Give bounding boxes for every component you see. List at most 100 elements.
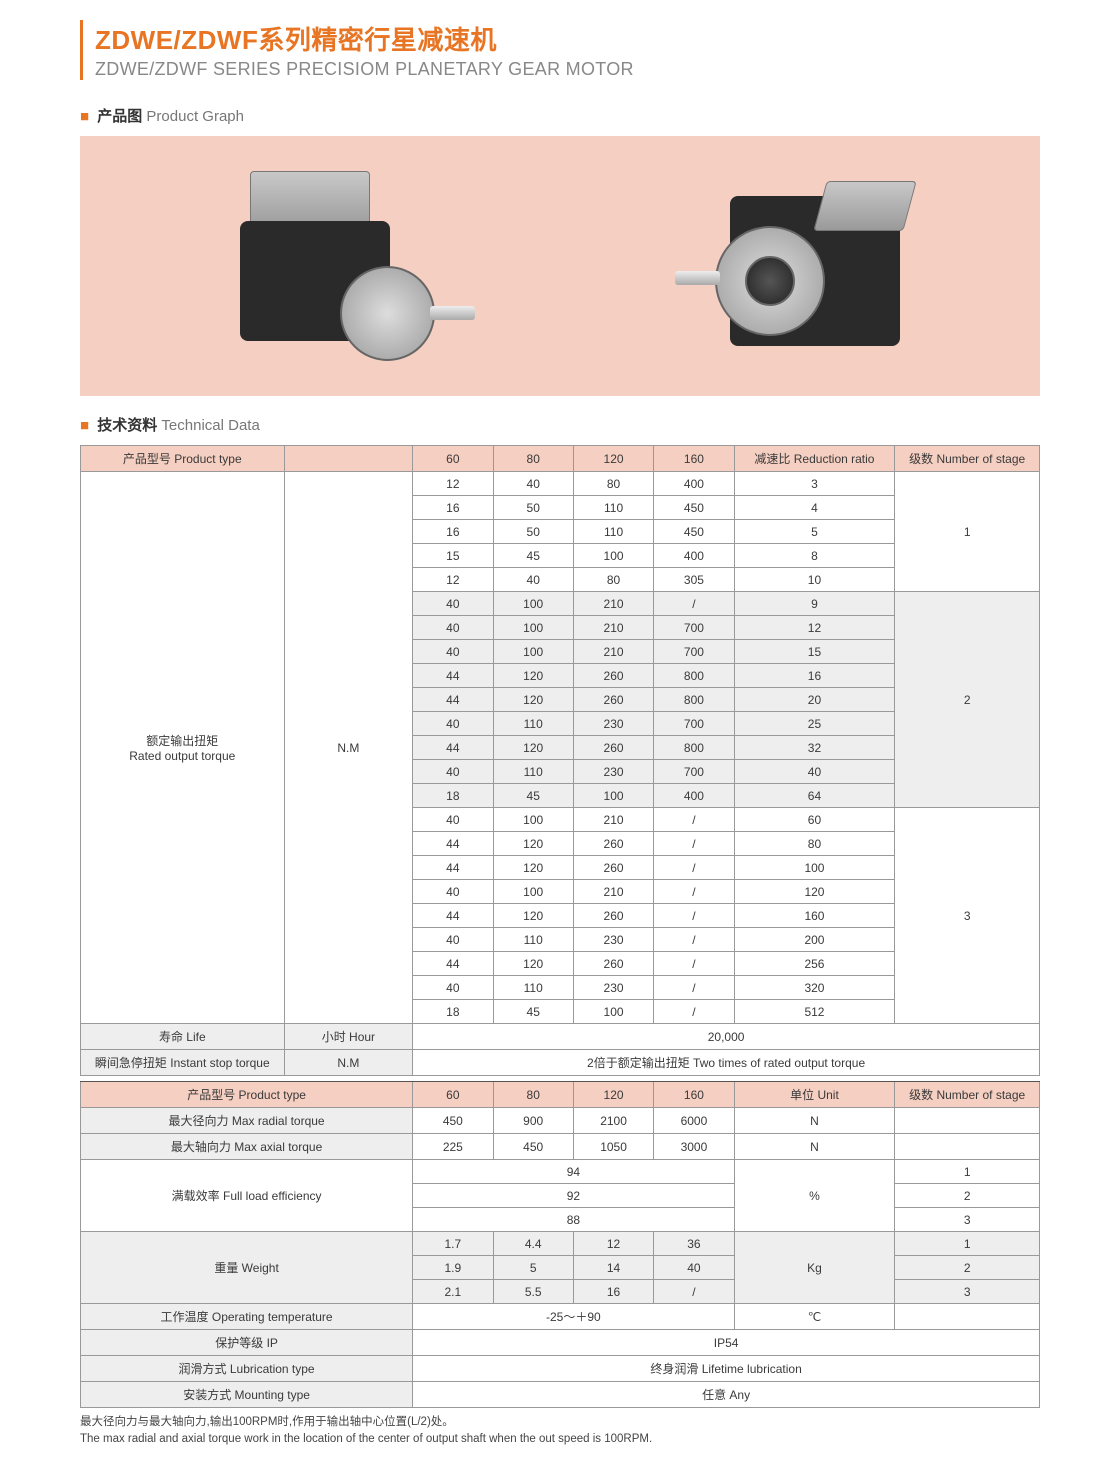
cell: 减速比 Reduction ratio bbox=[734, 446, 895, 472]
cell: 305 bbox=[654, 568, 734, 592]
stage-cell: 1 bbox=[895, 472, 1040, 592]
cell: / bbox=[654, 952, 734, 976]
cell: 44 bbox=[413, 736, 493, 760]
cell: 40 bbox=[413, 592, 493, 616]
cell: 1.7 bbox=[413, 1232, 493, 1256]
cell: 260 bbox=[573, 664, 653, 688]
cell: 80 bbox=[573, 472, 653, 496]
cell: IP54 bbox=[413, 1330, 1040, 1356]
cell: 120 bbox=[493, 664, 573, 688]
cell: 260 bbox=[573, 736, 653, 760]
cell: 50 bbox=[493, 496, 573, 520]
cell: Kg bbox=[734, 1232, 895, 1304]
cell: 40 bbox=[413, 640, 493, 664]
cell: 单位 Unit bbox=[734, 1082, 895, 1108]
cell: 60 bbox=[413, 446, 493, 472]
cell: / bbox=[654, 928, 734, 952]
cell: % bbox=[734, 1160, 895, 1232]
cell: 安装方式 Mounting type bbox=[81, 1382, 413, 1408]
cell: 4 bbox=[734, 496, 895, 520]
cell: 36 bbox=[654, 1232, 734, 1256]
cell: 100 bbox=[493, 808, 573, 832]
cell bbox=[895, 1304, 1040, 1330]
cell: 320 bbox=[734, 976, 895, 1000]
cell: 1050 bbox=[573, 1134, 653, 1160]
cell: 瞬间急停扭矩 Instant stop torque bbox=[81, 1050, 285, 1076]
cell: 32 bbox=[734, 736, 895, 760]
cell: 8 bbox=[734, 544, 895, 568]
stage-cell: 3 bbox=[895, 808, 1040, 1024]
cell: 120 bbox=[493, 736, 573, 760]
rated-output-torque-label: 额定输出扭矩Rated output torque bbox=[81, 472, 285, 1024]
cell: 3 bbox=[895, 1208, 1040, 1232]
cell: 40 bbox=[413, 928, 493, 952]
cell: 100 bbox=[573, 544, 653, 568]
cell: 260 bbox=[573, 904, 653, 928]
cell: 2 bbox=[895, 1256, 1040, 1280]
cell: 80 bbox=[734, 832, 895, 856]
cell: 40 bbox=[493, 568, 573, 592]
cell: 级数 Number of stage bbox=[895, 1082, 1040, 1108]
cell: 44 bbox=[413, 832, 493, 856]
cell: 110 bbox=[573, 520, 653, 544]
cell: 44 bbox=[413, 952, 493, 976]
cell: 级数 Number of stage bbox=[895, 446, 1040, 472]
cell: 16 bbox=[573, 1280, 653, 1304]
cell: 40 bbox=[413, 760, 493, 784]
cell: 保护等级 IP bbox=[81, 1330, 413, 1356]
cell: 40 bbox=[413, 976, 493, 1000]
section-cn: 产品图 bbox=[97, 108, 142, 125]
cell: 800 bbox=[654, 688, 734, 712]
cell: 45 bbox=[493, 784, 573, 808]
cell: 100 bbox=[573, 1000, 653, 1024]
cell: 9 bbox=[734, 592, 895, 616]
cell: 900 bbox=[493, 1108, 573, 1134]
cell: 产品型号 Product type bbox=[81, 1082, 413, 1108]
cell: 1 bbox=[895, 1160, 1040, 1184]
cell bbox=[895, 1108, 1040, 1134]
cell: 40 bbox=[493, 472, 573, 496]
cell: N bbox=[734, 1134, 895, 1160]
cell: 450 bbox=[493, 1134, 573, 1160]
cell: 44 bbox=[413, 856, 493, 880]
cell: 100 bbox=[493, 616, 573, 640]
cell: / bbox=[654, 856, 734, 880]
cell: 200 bbox=[734, 928, 895, 952]
cell: 210 bbox=[573, 640, 653, 664]
cell: 40 bbox=[413, 880, 493, 904]
cell: ℃ bbox=[734, 1304, 895, 1330]
cell: N.M bbox=[284, 1050, 413, 1076]
cell: 230 bbox=[573, 712, 653, 736]
cell: 210 bbox=[573, 880, 653, 904]
cell: 3000 bbox=[654, 1134, 734, 1160]
footnote: 最大径向力与最大轴向力,输出100RPM时,作用于输出轴中心位置(L/2)处。 … bbox=[80, 1414, 1040, 1449]
cell: 260 bbox=[573, 952, 653, 976]
stage-cell: 2 bbox=[895, 592, 1040, 808]
title-cn: ZDWE/ZDWF系列精密行星减速机 bbox=[95, 20, 1040, 57]
cell: 寿命 Life bbox=[81, 1024, 285, 1050]
cell: 260 bbox=[573, 688, 653, 712]
cell: 260 bbox=[573, 856, 653, 880]
cell: 产品型号 Product type bbox=[81, 446, 285, 472]
cell: 5 bbox=[734, 520, 895, 544]
efficiency-label: 满载效率 Full load efficiency bbox=[81, 1160, 413, 1232]
cell: 80 bbox=[493, 446, 573, 472]
cell: 120 bbox=[734, 880, 895, 904]
cell: N bbox=[734, 1108, 895, 1134]
cell: 60 bbox=[413, 1082, 493, 1108]
cell: 15 bbox=[413, 544, 493, 568]
cell: 110 bbox=[573, 496, 653, 520]
cell: / bbox=[654, 976, 734, 1000]
cell: / bbox=[654, 1280, 734, 1304]
cell: 40 bbox=[413, 616, 493, 640]
cell: 800 bbox=[654, 736, 734, 760]
cell: 15 bbox=[734, 640, 895, 664]
section-header-technical-data: ■ 技术资料 Technical Data bbox=[80, 414, 1040, 435]
cell: 700 bbox=[654, 616, 734, 640]
cell: 20,000 bbox=[413, 1024, 1040, 1050]
cell: 4.4 bbox=[493, 1232, 573, 1256]
cell: 2倍于额定输出扭矩 Two times of rated output torq… bbox=[413, 1050, 1040, 1076]
cell: 1 bbox=[895, 1232, 1040, 1256]
cell: 12 bbox=[573, 1232, 653, 1256]
cell: 400 bbox=[654, 544, 734, 568]
